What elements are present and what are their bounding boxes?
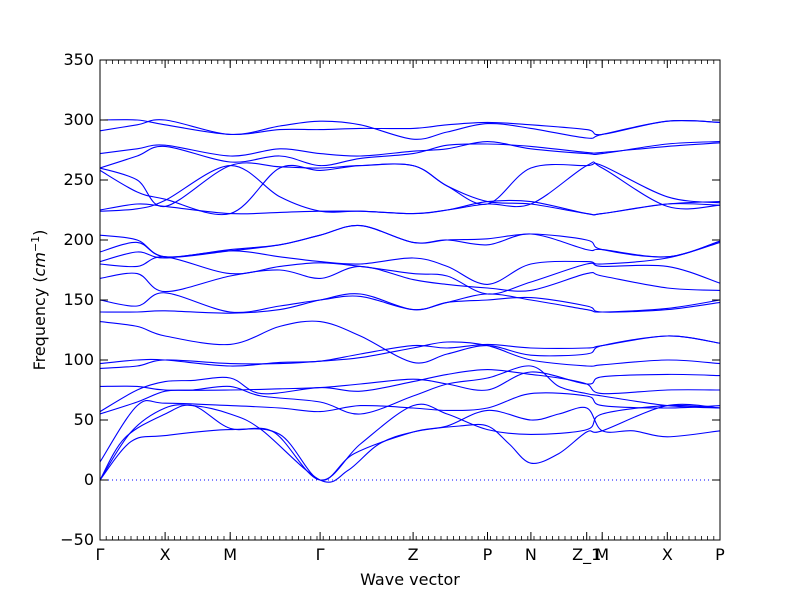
band-line-12 bbox=[100, 292, 720, 314]
x-tick-label: N bbox=[525, 545, 537, 564]
band-line-8 bbox=[100, 341, 720, 369]
y-tick-label: 50 bbox=[74, 410, 94, 429]
band-line-14 bbox=[100, 256, 720, 295]
y-tick-label: 0 bbox=[84, 470, 94, 489]
y-axis-label-close: ) bbox=[30, 230, 49, 236]
x-tick-label: M bbox=[223, 545, 237, 564]
y-tick-label: −50 bbox=[60, 530, 94, 549]
y-tick-label: 150 bbox=[63, 290, 94, 309]
x-tick-label: P bbox=[715, 545, 725, 564]
y-tick-label: 200 bbox=[63, 230, 94, 249]
band-line-9 bbox=[100, 335, 720, 367]
y-tick-label: 250 bbox=[63, 170, 94, 189]
band-line-6 bbox=[100, 369, 720, 413]
band-line-2 bbox=[100, 403, 720, 483]
band-line-22 bbox=[100, 141, 720, 157]
x-tick-label: X bbox=[160, 545, 171, 564]
band-line-25 bbox=[100, 119, 720, 136]
band-line-15 bbox=[100, 241, 720, 285]
x-tick-label: M bbox=[595, 545, 609, 564]
x-tick-label: Γ bbox=[316, 545, 325, 564]
x-tick-label: Γ bbox=[96, 545, 105, 564]
band-line-21 bbox=[100, 162, 720, 216]
axis-ticks bbox=[99, 59, 721, 541]
y-tick-label: 350 bbox=[63, 50, 94, 69]
band-lines bbox=[100, 119, 720, 483]
band-line-10 bbox=[100, 320, 720, 364]
band-line-24 bbox=[100, 119, 720, 140]
band-line-11 bbox=[100, 293, 720, 314]
y-axis-label-text: Frequency ( bbox=[30, 276, 49, 370]
y-axis-label-exponent: −1 bbox=[29, 236, 42, 252]
y-tick-label: 300 bbox=[63, 110, 94, 129]
plot-frame bbox=[99, 59, 721, 541]
x-axis-label: Wave vector bbox=[360, 570, 460, 589]
band-line-13 bbox=[100, 265, 720, 293]
band-line-17 bbox=[100, 224, 720, 258]
band-line-18 bbox=[100, 161, 720, 215]
y-tick-label: 100 bbox=[63, 350, 94, 369]
band-line-1 bbox=[100, 406, 720, 481]
band-line-23 bbox=[100, 142, 720, 169]
x-tick-label: Z bbox=[408, 545, 419, 564]
x-tick-label: X bbox=[662, 545, 673, 564]
y-axis-label-unit: cm bbox=[30, 252, 49, 276]
band-line-20 bbox=[100, 162, 720, 216]
band-line-7 bbox=[100, 371, 720, 391]
band-line-19 bbox=[100, 199, 720, 216]
band-line-4 bbox=[100, 392, 720, 463]
x-tick-label: Z_1 bbox=[572, 545, 601, 565]
y-axis-label: Frequency (cm−1) bbox=[29, 230, 49, 371]
band-line-3 bbox=[100, 403, 720, 481]
x-tick-label: P bbox=[483, 545, 493, 564]
